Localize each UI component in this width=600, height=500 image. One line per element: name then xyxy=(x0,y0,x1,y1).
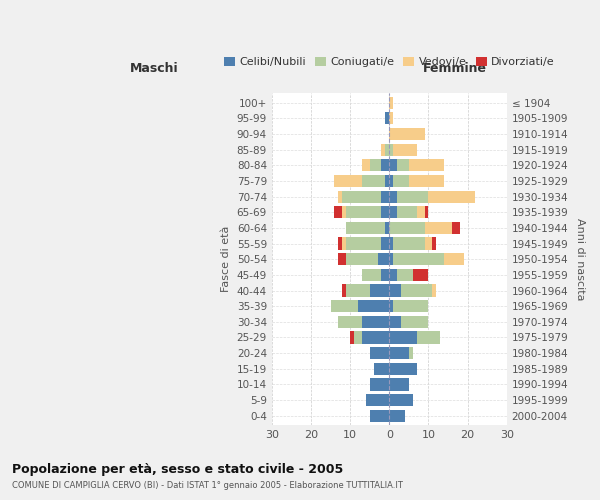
Bar xyxy=(409,347,413,359)
Bar xyxy=(370,410,389,422)
Bar xyxy=(389,190,397,202)
Bar xyxy=(409,175,444,187)
Bar xyxy=(338,190,342,202)
Bar xyxy=(346,222,385,234)
Bar xyxy=(362,159,370,172)
Bar xyxy=(342,206,346,218)
Bar xyxy=(362,175,385,187)
Bar xyxy=(382,269,389,281)
Bar xyxy=(362,269,382,281)
Bar xyxy=(389,144,393,156)
Bar xyxy=(401,316,428,328)
Bar xyxy=(389,253,393,266)
Bar xyxy=(385,144,389,156)
Bar xyxy=(374,362,389,375)
Bar xyxy=(444,253,464,266)
Bar xyxy=(389,206,397,218)
Bar xyxy=(334,175,362,187)
Y-axis label: Anni di nascita: Anni di nascita xyxy=(575,218,585,300)
Bar xyxy=(389,378,409,390)
Bar xyxy=(397,159,409,172)
Bar xyxy=(413,269,428,281)
Bar xyxy=(389,96,393,109)
Bar xyxy=(397,269,413,281)
Text: Maschi: Maschi xyxy=(130,62,179,75)
Bar xyxy=(382,190,389,202)
Bar xyxy=(393,144,416,156)
Bar xyxy=(331,300,358,312)
Bar xyxy=(358,300,389,312)
Bar xyxy=(382,206,389,218)
Text: Femmine: Femmine xyxy=(423,62,487,75)
Bar xyxy=(425,206,428,218)
Bar xyxy=(334,206,342,218)
Bar xyxy=(350,332,354,344)
Legend: Celibi/Nubili, Coniugati/e, Vedovi/e, Divorziati/e: Celibi/Nubili, Coniugati/e, Vedovi/e, Di… xyxy=(220,52,559,72)
Bar xyxy=(452,222,460,234)
Y-axis label: Fasce di età: Fasce di età xyxy=(221,226,231,292)
Bar xyxy=(425,238,433,250)
Bar xyxy=(370,347,389,359)
Bar xyxy=(389,269,397,281)
Bar xyxy=(370,378,389,390)
Text: COMUNE DI CAMPIGLIA CERVO (BI) - Dati ISTAT 1° gennaio 2005 - Elaborazione TUTTI: COMUNE DI CAMPIGLIA CERVO (BI) - Dati IS… xyxy=(12,481,403,490)
Bar xyxy=(366,394,389,406)
Bar xyxy=(389,410,405,422)
Bar xyxy=(389,222,425,234)
Bar xyxy=(389,112,393,124)
Bar xyxy=(338,253,346,266)
Bar xyxy=(362,316,389,328)
Bar xyxy=(428,190,475,202)
Bar xyxy=(370,284,389,296)
Bar xyxy=(393,300,428,312)
Bar xyxy=(389,394,413,406)
Text: Popolazione per età, sesso e stato civile - 2005: Popolazione per età, sesso e stato civil… xyxy=(12,462,343,475)
Bar xyxy=(389,347,409,359)
Bar xyxy=(385,222,389,234)
Bar xyxy=(382,159,389,172)
Bar xyxy=(397,190,428,202)
Bar xyxy=(397,206,416,218)
Bar xyxy=(416,206,425,218)
Bar xyxy=(401,284,433,296)
Bar xyxy=(342,284,346,296)
Bar xyxy=(338,316,362,328)
Bar xyxy=(389,284,401,296)
Bar xyxy=(389,362,416,375)
Bar xyxy=(362,332,389,344)
Bar xyxy=(416,332,440,344)
Bar xyxy=(393,253,444,266)
Bar xyxy=(389,316,401,328)
Bar xyxy=(346,238,382,250)
Bar xyxy=(342,190,382,202)
Bar xyxy=(385,175,389,187)
Bar xyxy=(393,238,425,250)
Bar xyxy=(342,238,346,250)
Bar xyxy=(425,222,452,234)
Bar xyxy=(370,159,382,172)
Bar xyxy=(346,253,377,266)
Bar xyxy=(433,238,436,250)
Bar xyxy=(389,300,393,312)
Bar xyxy=(389,238,393,250)
Bar xyxy=(346,284,370,296)
Bar xyxy=(377,253,389,266)
Bar xyxy=(409,159,444,172)
Bar xyxy=(354,332,362,344)
Bar xyxy=(433,284,436,296)
Bar xyxy=(382,238,389,250)
Bar xyxy=(389,159,397,172)
Bar xyxy=(389,128,425,140)
Bar xyxy=(389,332,416,344)
Bar xyxy=(389,175,393,187)
Bar xyxy=(385,112,389,124)
Bar xyxy=(393,175,409,187)
Bar xyxy=(338,238,342,250)
Bar xyxy=(346,206,382,218)
Bar xyxy=(382,144,385,156)
